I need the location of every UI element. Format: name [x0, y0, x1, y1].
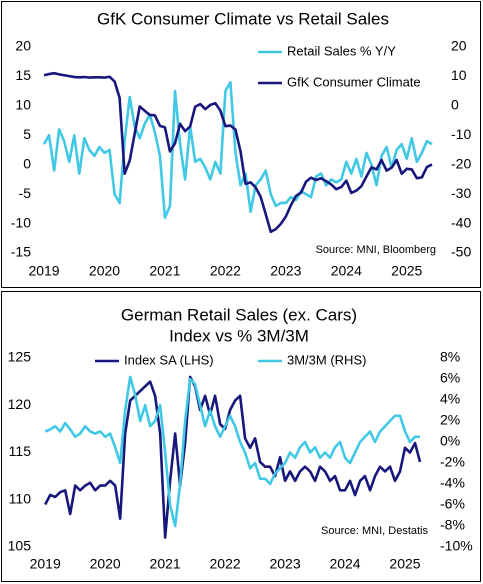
legend-label: GfK Consumer Climate	[287, 74, 421, 89]
x-tick-label: 2025	[389, 556, 420, 572]
legend-label: Index SA (LHS)	[124, 352, 214, 367]
y-tick-label: 10	[15, 97, 31, 113]
y-tick-label: 20	[15, 38, 31, 54]
x-tick-label: 2019	[28, 263, 59, 279]
y2-tick-label: 4%	[440, 391, 460, 407]
y-tick-label: 5	[23, 126, 31, 142]
x-tick-label: 2024	[331, 263, 362, 279]
y2-tick-label: 8%	[440, 349, 460, 365]
legend-label: 3M/3M (RHS)	[287, 352, 366, 367]
chart-title: German Retail Sales (ex. Cars)	[121, 305, 357, 324]
x-tick-label: 2020	[90, 556, 121, 572]
y2-tick-label: -8%	[440, 517, 465, 533]
series-line	[43, 71, 433, 234]
y-tick-label: 0	[23, 155, 31, 171]
x-tick-label: 2023	[269, 556, 300, 572]
series-line	[42, 81, 433, 219]
y2-tick-label: -50	[451, 244, 471, 260]
y2-tick-label: -30	[451, 185, 471, 201]
y-tick-label: 120	[8, 396, 32, 412]
y-tick-label: 115	[9, 443, 32, 459]
x-tick-label: 2020	[89, 263, 120, 279]
panel-border	[1, 291, 481, 582]
series-line	[44, 375, 422, 539]
y-tick-label: -5	[19, 185, 32, 201]
x-tick-label: 2022	[210, 556, 241, 572]
y2-tick-label: 2%	[440, 412, 460, 428]
x-tick-label: 2022	[210, 263, 241, 279]
y2-tick-label: -20	[451, 155, 471, 171]
y2-tick-label: -4%	[440, 475, 465, 491]
y-tick-label: 105	[8, 538, 32, 554]
source-note: Source: MNI, Bloomberg	[316, 244, 436, 256]
x-tick-label: 2019	[30, 556, 61, 572]
y-tick-label: 125	[8, 349, 32, 365]
source-note: Source: MNI, Destatis	[321, 525, 428, 537]
x-tick-label: 2021	[149, 263, 180, 279]
y2-tick-label: 0%	[440, 433, 460, 449]
y2-tick-label: -40	[451, 214, 471, 230]
chart-title: GfK Consumer Climate vs Retail Sales	[97, 9, 389, 28]
y2-tick-label: 0	[451, 97, 459, 113]
y-tick-label: 15	[15, 67, 31, 83]
y-tick-label: -10	[11, 214, 31, 230]
x-tick-label: 2024	[329, 556, 360, 572]
y2-tick-label: -2%	[440, 454, 465, 470]
legend-label: Retail Sales % Y/Y	[287, 43, 396, 58]
y-tick-label: 110	[9, 490, 32, 506]
y2-tick-label: -10%	[440, 538, 473, 554]
y-tick-label: -15	[11, 244, 31, 260]
x-tick-label: 2025	[391, 263, 422, 279]
x-tick-label: 2021	[150, 556, 181, 572]
y2-tick-label: 20	[451, 38, 467, 54]
y2-tick-label: -10	[451, 126, 471, 142]
chart-subtitle: Index vs % 3M/3M	[169, 326, 309, 345]
y2-tick-label: -6%	[440, 496, 465, 512]
panel-border	[1, 1, 481, 288]
x-tick-label: 2023	[270, 263, 301, 279]
y2-tick-label: 6%	[440, 370, 460, 386]
y2-tick-label: 10	[451, 67, 467, 83]
series-line	[44, 375, 421, 528]
